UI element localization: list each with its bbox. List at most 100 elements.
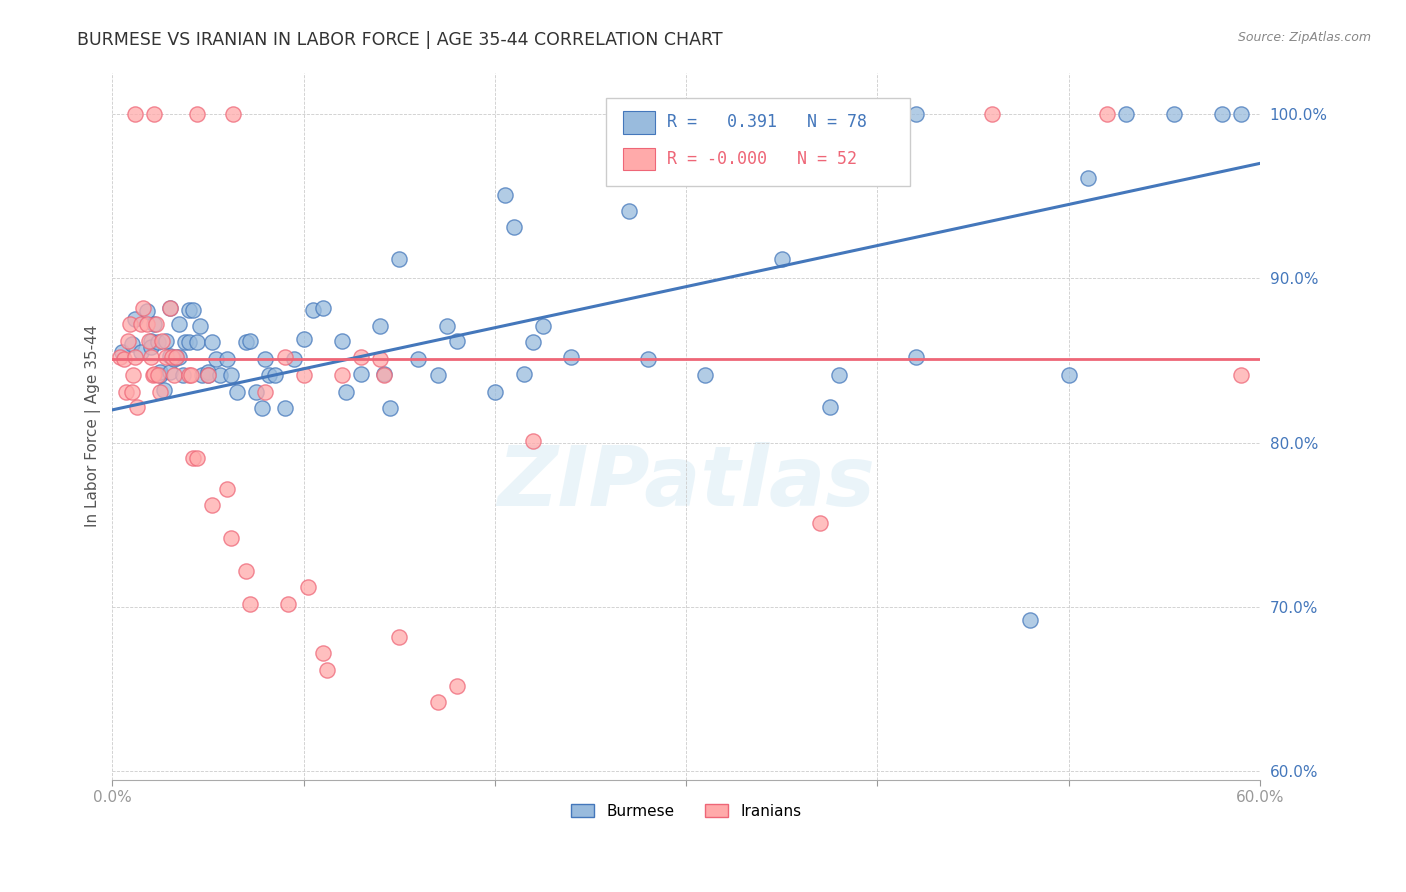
Point bbox=[292, 332, 315, 346]
Point bbox=[245, 384, 267, 399]
Point bbox=[208, 368, 231, 383]
Point bbox=[904, 107, 927, 121]
Point bbox=[436, 319, 458, 334]
Point bbox=[522, 335, 544, 350]
Point bbox=[273, 351, 295, 365]
FancyBboxPatch shape bbox=[623, 112, 655, 134]
Point bbox=[191, 368, 214, 383]
Point bbox=[818, 107, 841, 121]
Point bbox=[283, 351, 305, 366]
Legend: Burmese, Iranians: Burmese, Iranians bbox=[565, 797, 807, 825]
Point bbox=[770, 252, 793, 266]
Point bbox=[373, 367, 395, 381]
Point bbox=[235, 564, 257, 578]
Point bbox=[127, 400, 149, 414]
Point bbox=[172, 368, 194, 383]
Point bbox=[165, 351, 187, 365]
Point bbox=[388, 252, 411, 266]
Point bbox=[124, 107, 146, 121]
Point bbox=[1115, 107, 1137, 121]
Point bbox=[197, 365, 219, 379]
Point bbox=[808, 516, 831, 531]
Point bbox=[118, 318, 141, 332]
Point bbox=[560, 351, 582, 365]
Point bbox=[139, 334, 162, 348]
Point bbox=[350, 367, 373, 381]
Point bbox=[181, 450, 204, 465]
Point bbox=[368, 351, 391, 366]
Point bbox=[368, 319, 391, 334]
Point bbox=[186, 107, 208, 121]
Point bbox=[143, 367, 166, 381]
Point bbox=[446, 334, 468, 348]
Point bbox=[235, 335, 257, 350]
Point bbox=[512, 367, 534, 381]
Point bbox=[388, 630, 411, 644]
Point bbox=[846, 107, 869, 121]
Point bbox=[190, 319, 212, 334]
Point bbox=[637, 351, 659, 366]
Point bbox=[150, 334, 173, 348]
Point bbox=[149, 368, 172, 383]
Point bbox=[259, 368, 281, 383]
Point bbox=[177, 368, 200, 383]
Point bbox=[250, 401, 273, 416]
Point bbox=[484, 384, 506, 399]
Point bbox=[1211, 107, 1233, 121]
Point bbox=[145, 318, 167, 332]
Point bbox=[204, 351, 226, 366]
Point bbox=[904, 351, 927, 365]
Point bbox=[169, 351, 191, 365]
Point bbox=[177, 302, 200, 317]
Point bbox=[159, 365, 181, 379]
Point bbox=[165, 351, 187, 365]
FancyBboxPatch shape bbox=[606, 98, 910, 186]
Point bbox=[426, 695, 449, 709]
Point bbox=[378, 401, 401, 416]
Point bbox=[169, 318, 191, 332]
Text: BURMESE VS IRANIAN IN LABOR FORCE | AGE 35-44 CORRELATION CHART: BURMESE VS IRANIAN IN LABOR FORCE | AGE … bbox=[77, 31, 723, 49]
Point bbox=[312, 646, 335, 660]
Point bbox=[121, 384, 143, 399]
Point bbox=[981, 107, 1004, 121]
Point bbox=[219, 368, 242, 383]
Point bbox=[373, 368, 395, 383]
Point bbox=[174, 335, 197, 350]
Point bbox=[197, 368, 219, 383]
Point bbox=[818, 400, 841, 414]
Point bbox=[139, 351, 162, 365]
Point bbox=[111, 345, 134, 359]
Point bbox=[112, 351, 135, 366]
Point bbox=[292, 368, 315, 383]
Point bbox=[177, 335, 200, 350]
Point bbox=[201, 498, 224, 512]
Point bbox=[312, 301, 335, 315]
Point bbox=[264, 368, 287, 383]
Point bbox=[135, 304, 157, 318]
Point bbox=[350, 351, 373, 365]
Point bbox=[446, 679, 468, 693]
Point bbox=[129, 345, 152, 359]
Point bbox=[180, 368, 202, 383]
Point bbox=[695, 368, 717, 383]
Point bbox=[108, 351, 131, 365]
Point bbox=[225, 384, 247, 399]
Point bbox=[426, 368, 449, 383]
FancyBboxPatch shape bbox=[623, 148, 655, 170]
Point bbox=[617, 204, 640, 219]
Text: R =   0.391   N = 78: R = 0.391 N = 78 bbox=[666, 113, 866, 131]
Point bbox=[143, 107, 166, 121]
Point bbox=[139, 340, 162, 354]
Point bbox=[494, 187, 516, 202]
Point bbox=[155, 334, 177, 348]
Point bbox=[197, 368, 219, 383]
Point bbox=[503, 220, 526, 235]
Point bbox=[315, 663, 337, 677]
Point bbox=[254, 384, 277, 399]
Point bbox=[148, 335, 170, 350]
Point bbox=[117, 334, 139, 348]
Point bbox=[828, 368, 851, 383]
Point bbox=[114, 384, 136, 399]
Point bbox=[160, 351, 183, 365]
Point bbox=[135, 318, 157, 332]
